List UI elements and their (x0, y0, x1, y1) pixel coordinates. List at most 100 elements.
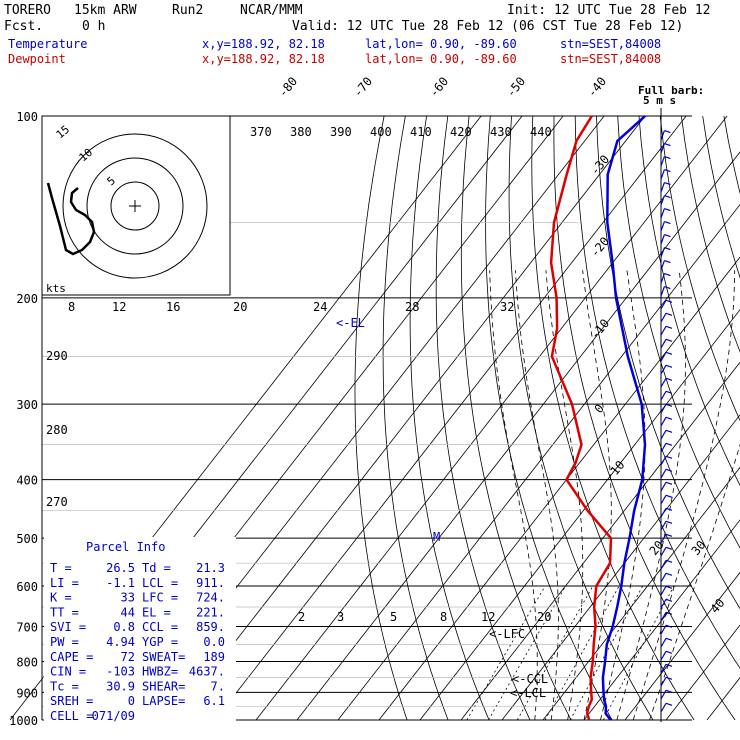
wind-barb-flag (665, 429, 673, 433)
mixing-ratio-labels: 8 12 16 20 24 28 32 2 3 5 8 12 20 (68, 300, 551, 624)
wind-barb (660, 143, 665, 154)
wind-barb-flag (665, 390, 673, 394)
isotherm-label: -60 (427, 74, 452, 100)
wind-barb-flag (664, 286, 671, 290)
hodograph-inset: 5 10 15 kts (41, 115, 231, 296)
theta-label-top: 370 (250, 125, 272, 139)
dry-adiabat-line (354, 115, 408, 721)
wind-barb (660, 430, 667, 440)
wind-barb-flag (664, 273, 671, 277)
wind-barb-flag (665, 455, 673, 459)
wind-barb-flag (664, 182, 671, 186)
valid-time: Valid: 12 UTC Tue 28 Feb 12 (06 CST Tue … (292, 19, 683, 34)
dry-adiabat-line (659, 115, 740, 422)
wind-barb (660, 508, 667, 518)
dry-adiabat-line (574, 115, 740, 669)
hodograph-center-mark (129, 200, 141, 212)
wind-barb (660, 469, 667, 479)
pressure-tick-labels: 100 200 300 400 500 600 700 800 900 1000 (9, 110, 38, 728)
wind-barb (660, 638, 667, 648)
wind-barb (660, 703, 667, 713)
wind-barb (660, 560, 667, 570)
legend-dewpoint: Dewpoint x,y=188.92, 82.18 lat,lon= 0.90… (8, 52, 661, 66)
mixing-ratio-line (488, 585, 567, 721)
isotherm-label: -40 (585, 74, 610, 100)
mixing-ratio-line (466, 585, 546, 721)
wind-barb-flag (664, 247, 671, 251)
legend-temperature: Temperature x,y=188.92, 82.18 lat,lon= 0… (8, 37, 661, 51)
legend-temperature-name: Temperature (8, 37, 87, 51)
mixing-ratio-label-upper: 20 (233, 300, 247, 314)
parcel-info-cell: LCL = (142, 576, 178, 590)
dry-adiabat-line (617, 115, 740, 549)
pressure-label-100: 100 (16, 110, 38, 124)
wind-barb-flag (665, 312, 673, 316)
wind-barb-flag (665, 572, 673, 576)
parcel-info-cell: 4.94 (106, 635, 135, 649)
mixing-ratio-label-lower: 5 (390, 610, 397, 624)
legend-dewpoint-name: Dewpoint (8, 52, 66, 66)
pressure-label-1000: 1000 (9, 714, 38, 728)
barb-legend-line2: 5 m s (643, 94, 676, 107)
hodograph-kts-label: kts (46, 282, 66, 295)
pressure-label-700: 700 (16, 620, 38, 634)
parcel-info-cell: PW = (50, 635, 79, 649)
isotherm-line (337, 203, 740, 721)
mixing-ratio-label-lower: 20 (537, 610, 551, 624)
wind-barb (660, 182, 665, 193)
parcel-info-cell: -1.1 (106, 576, 135, 590)
theta-label-top: 420 (450, 125, 472, 139)
wind-barb-flag (665, 416, 673, 420)
parcel-info-cell: K = (50, 591, 72, 605)
wind-barb-flag (665, 689, 673, 693)
wind-barb-flag (665, 624, 673, 628)
wind-barb-flag (664, 234, 671, 238)
run-label: Run2 (172, 3, 203, 18)
parcel-info-cell: SREH = (50, 694, 93, 708)
theta-label-top: 400 (370, 125, 392, 139)
dry-adiabat-line (508, 115, 654, 721)
wind-barb (660, 326, 667, 336)
wind-barb (660, 260, 665, 271)
parcel-info-cell: Td = (142, 561, 171, 575)
parcel-info-cell: 21.3 (196, 561, 225, 575)
parcel-info-cell: 0.8 (113, 620, 135, 634)
wind-barb-flag (665, 403, 673, 407)
parcel-info-cell: 859. (196, 620, 225, 634)
org-label: NCAR/MMM (240, 3, 303, 18)
wind-barb (660, 664, 667, 674)
wind-barbs (660, 130, 673, 713)
wind-barb (660, 677, 667, 687)
wind-barb-flag (665, 442, 673, 446)
grid-label: 15km ARW (74, 3, 137, 18)
isotherm-line (419, 309, 740, 721)
legend-temperature-xy: x,y=188.92, 82.18 (202, 37, 325, 51)
wind-barb-flag (665, 533, 673, 537)
lcl-marker: <-LCL (510, 686, 546, 700)
wind-barb (660, 495, 667, 505)
isotherm-label: 30 (689, 538, 709, 558)
parcel-info-rows: T = 26.5 Td = 21.3 LI = -1.1 LCL = 911. K = 33 LFC… (50, 561, 225, 723)
wind-barb (660, 612, 667, 622)
pressure-label-600: 600 (16, 580, 38, 594)
wind-barb (660, 313, 667, 323)
wind-barb-flag (664, 130, 671, 134)
parcel-info-cell: YGP = (142, 635, 178, 649)
parcel-info-cell: Tc = (50, 679, 79, 693)
wind-barb-flag (665, 299, 673, 303)
ccl-marker: <-CCL (512, 672, 548, 686)
mixing-ratio-line (603, 585, 675, 721)
isotherm-line (214, 115, 687, 721)
parcel-info-cell: CCL = (142, 620, 178, 634)
parcel-info-cell: SWEAT= (142, 650, 185, 664)
theta-label-left: 290 (46, 349, 68, 363)
wind-barb-flag (664, 221, 671, 225)
wind-barb-flag (664, 260, 671, 264)
parcel-info-cell: 26.5 (106, 561, 135, 575)
theta-label-left: 270 (46, 495, 68, 509)
temperature-line (601, 115, 647, 721)
isotherm-line (255, 115, 728, 721)
pressure-label-300: 300 (16, 398, 38, 412)
mixing-ratio-line (544, 585, 620, 721)
